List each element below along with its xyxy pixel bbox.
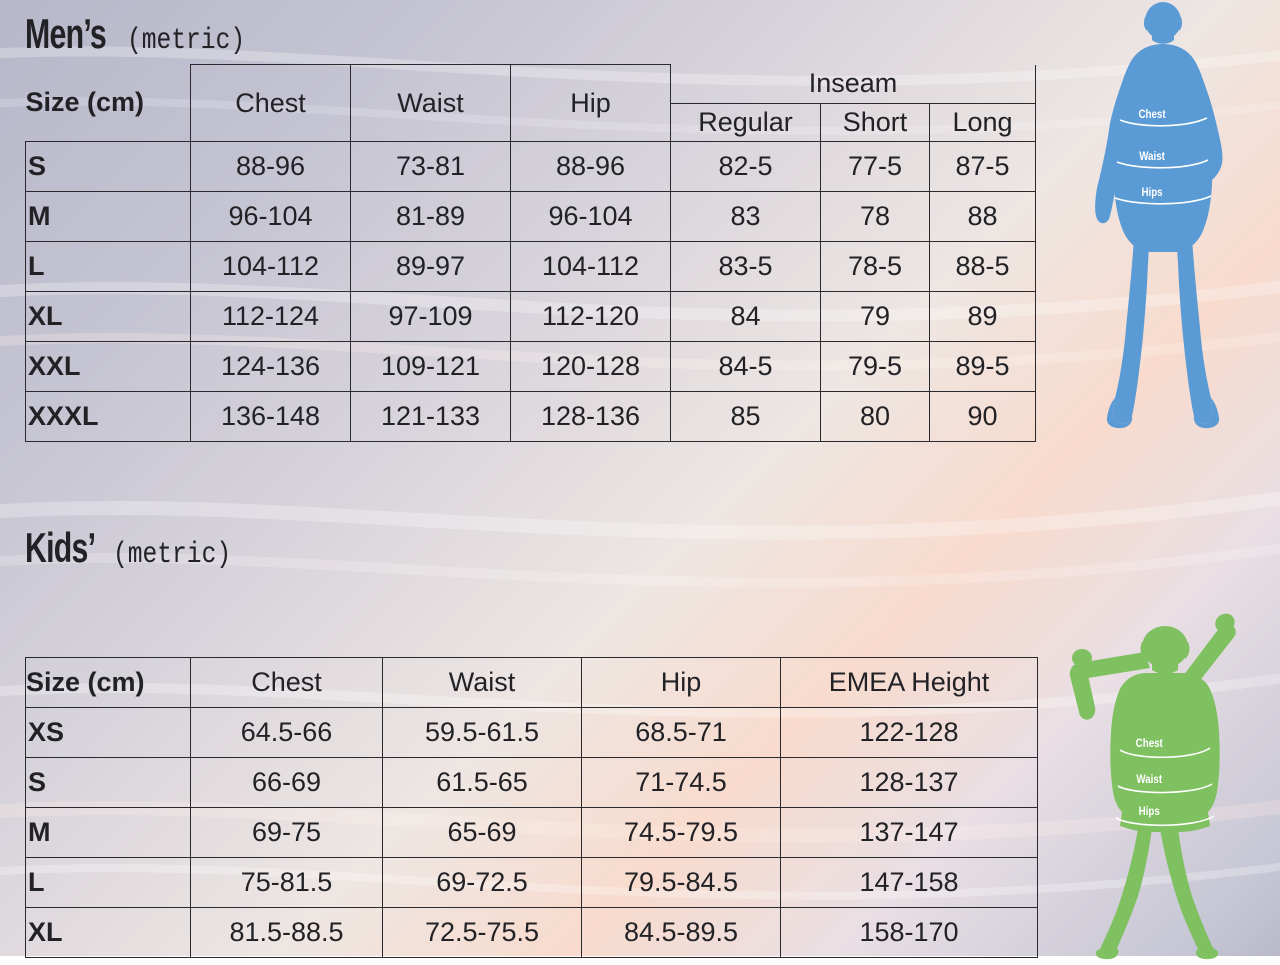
svg-text:Chest: Chest	[1136, 737, 1164, 750]
svg-text:Hips: Hips	[1139, 805, 1160, 818]
svg-text:Hips: Hips	[1141, 186, 1162, 199]
svg-text:Chest: Chest	[1138, 108, 1166, 121]
svg-text:Waist: Waist	[1136, 773, 1162, 786]
svg-text:Waist: Waist	[1139, 150, 1165, 163]
